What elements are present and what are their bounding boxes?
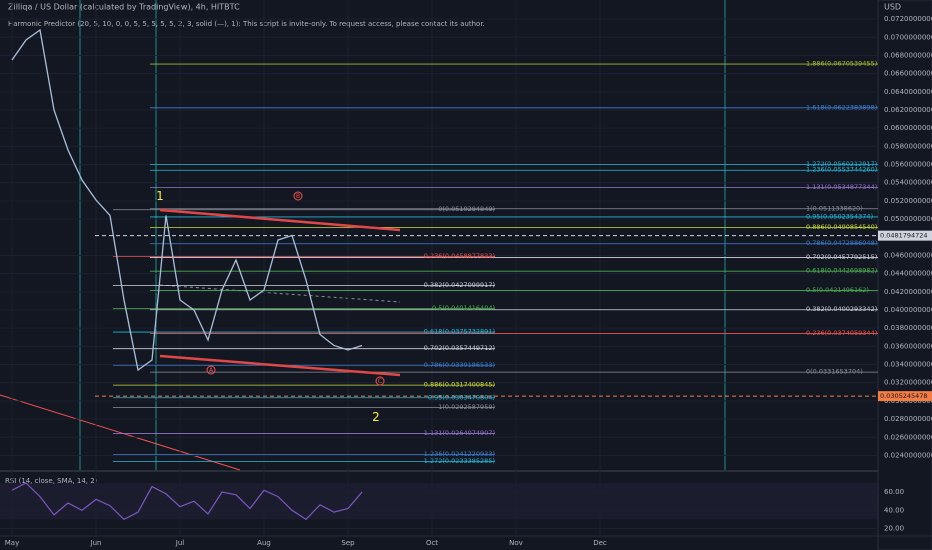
y-tick-label: 0.0720000000 — [884, 15, 932, 23]
fib-label: 1(0.0511338620) — [806, 204, 863, 212]
annotation: A — [209, 367, 214, 374]
fib-label: 1(0.0292587959) — [438, 403, 495, 411]
y-tick-label: 0.0600000000 — [884, 124, 932, 132]
y-tick-label: 0.0680000000 — [884, 51, 932, 59]
fib-label: 0.886(0.0490854540) — [806, 223, 877, 231]
y-tick-label: 0.0360000000 — [884, 342, 932, 350]
fib-label: 1.618(0.0622383898) — [806, 103, 877, 111]
fib-label: 1.131(0.0264074907) — [424, 429, 495, 437]
y-tick-label: 20.00 — [884, 525, 904, 533]
price-tag-label: 0.0305245478 — [880, 392, 928, 400]
fib-label: 0.236(0.0458877833) — [424, 252, 495, 260]
y-tick-label: 0.0380000000 — [884, 324, 932, 332]
fib-label: 0.786(0.0472886048) — [806, 239, 877, 247]
fib-label: 0.618(0.0375732891) — [424, 328, 495, 336]
annotation-circle — [206, 365, 216, 375]
annotation-circle — [293, 191, 303, 201]
y-tick-label: 0.0560000000 — [884, 161, 932, 169]
fib-label: 1.236(0.0553744260) — [806, 166, 877, 174]
fib-label: 0.886(0.0317400845) — [424, 381, 495, 389]
fib-label: 0(0.0331653704) — [806, 368, 863, 376]
fib-label: 1.272(0.0560212917) — [806, 160, 877, 168]
fib-label: 0.702(0.0357449712) — [424, 344, 495, 352]
y-tick-label: 0.0460000000 — [884, 251, 932, 259]
y-tick-label: 0.0520000000 — [884, 197, 932, 205]
series-line — [11, 28, 363, 372]
y-tick-label: 0.0320000000 — [884, 379, 932, 387]
y-tick-label: 0.0400000000 — [884, 306, 932, 314]
x-tick-label: May — [5, 539, 19, 547]
y-tick-label: 0.0440000000 — [884, 270, 932, 278]
trend-line — [159, 284, 401, 303]
fib-label: 0.382(0.0400293342) — [806, 305, 877, 313]
price-tag-label: 0.0481794724 — [880, 232, 928, 240]
fib-label: 1.886(0.0670539455) — [806, 60, 877, 68]
rsi-title: RSI (14, close, SMA, 14, 2) — [5, 477, 98, 485]
y-tick-label: 0.0340000000 — [884, 361, 932, 369]
fib-label: 0.702(0.0457792515) — [806, 253, 877, 261]
annotation: 2 — [372, 410, 380, 424]
y-tick-label: 0.0620000000 — [884, 106, 932, 114]
y-tick-label: 0.0260000000 — [884, 433, 932, 441]
series-line — [11, 482, 363, 521]
y-tick-label: 0.0420000000 — [884, 288, 932, 296]
annotation: C — [378, 378, 382, 385]
y-tick-label: 0.0240000000 — [884, 451, 932, 459]
x-tick-label: Jul — [175, 539, 185, 547]
fib-label: 0.382(0.0427099917) — [424, 281, 495, 289]
fib-label: 1.272(0.0233385285) — [424, 457, 495, 465]
annotation-circle — [375, 376, 385, 386]
x-tick-label: Jun — [90, 539, 102, 547]
x-tick-label: Nov — [509, 539, 523, 547]
fib-label: 1.236(0.0241220933) — [424, 450, 495, 458]
trend-line — [159, 208, 401, 232]
chart-title: Zilliqa / US Dollar (calculated by Tradi… — [8, 3, 240, 12]
fib-label: 0.5(0.0401416404) — [432, 304, 495, 312]
fib-label: 0.95(0.0502354374) — [806, 212, 873, 220]
x-tick-label: Oct — [426, 539, 438, 547]
trend-line — [0, 394, 241, 471]
y-tick-label: 0.0500000000 — [884, 215, 932, 223]
annotation: 1 — [156, 189, 164, 203]
y-tick-label: 0.0580000000 — [884, 142, 932, 150]
y-tick-label: 0.0660000000 — [884, 70, 932, 78]
y-tick-label: 0.0640000000 — [884, 88, 932, 96]
fib-label: 0.5(0.0421496162) — [806, 286, 869, 294]
y-tick-label: 0.0700000000 — [884, 33, 932, 41]
fib-label: 0(0.0510284849) — [438, 205, 495, 213]
x-tick-label: Dec — [593, 539, 607, 547]
fib-label: 0.95(0.0303470804) — [428, 393, 495, 401]
fib-label: 0.618(0.0442698982) — [806, 267, 877, 275]
indicator-title: Harmonic Predictor (20, 5, 10, 0, 0, 5, … — [8, 20, 485, 28]
x-tick-label: Aug — [257, 539, 271, 547]
rsi-band — [0, 482, 878, 520]
trend-line — [159, 354, 401, 377]
price-axis — [877, 0, 932, 550]
fib-label: 0.236(0.0374059344) — [806, 329, 877, 337]
y-tick-label: 0.0280000000 — [884, 415, 932, 423]
fib-label: 1.131(0.0534877344) — [806, 183, 877, 191]
axis-label: USD — [884, 3, 901, 12]
y-tick-label: 0.0540000000 — [884, 179, 932, 187]
x-tick-label: Sep — [341, 539, 355, 547]
y-tick-label: 60.00 — [884, 488, 904, 496]
y-tick-label: 40.00 — [884, 506, 904, 514]
fib-label: 0.786(0.0339186533) — [424, 361, 495, 369]
annotation: B — [296, 193, 300, 200]
price-tag — [878, 230, 932, 241]
price-tag — [878, 391, 932, 402]
